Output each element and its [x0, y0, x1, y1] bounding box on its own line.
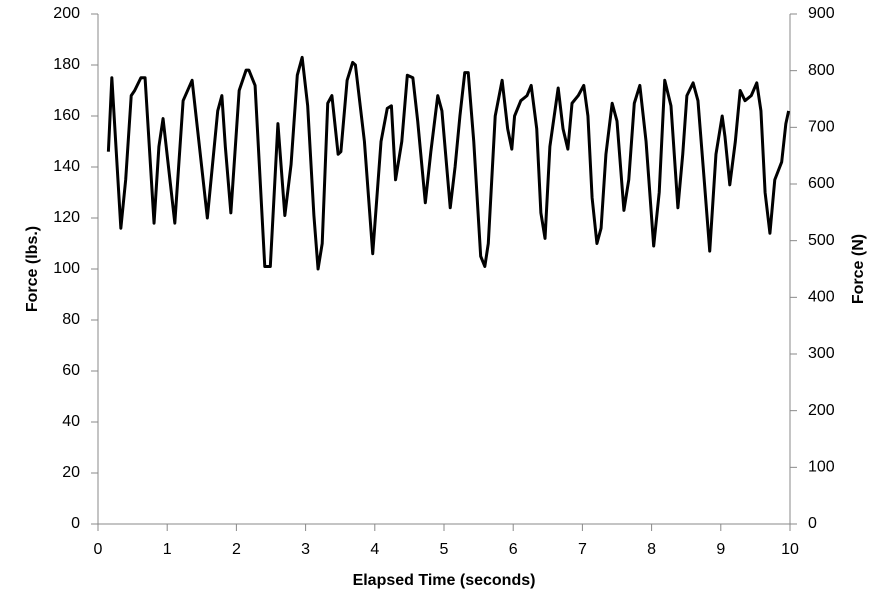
x-tick-label: 10	[781, 541, 799, 558]
x-tick-label: 8	[647, 541, 656, 558]
y2-tick-label: 900	[808, 5, 835, 22]
x-tick-label: 7	[578, 541, 587, 558]
x-tick-label: 2	[232, 541, 241, 558]
y-tick-label: 80	[62, 311, 80, 328]
x-tick-label: 0	[94, 541, 103, 558]
y-tick-label: 40	[62, 413, 80, 430]
x-tick-label: 9	[716, 541, 725, 558]
y2-tick-label: 300	[808, 345, 835, 362]
y-tick-label: 180	[53, 56, 80, 73]
y2-tick-label: 400	[808, 289, 835, 306]
x-tick-label: 4	[370, 541, 379, 558]
y2-tick-label: 800	[808, 62, 835, 79]
y-tick-label: 140	[53, 158, 80, 175]
y2-tick-label: 500	[808, 232, 835, 249]
y-tick-label: 120	[53, 209, 80, 226]
y-tick-label: 200	[53, 5, 80, 22]
y2-axis-label: Force (N)	[850, 234, 867, 304]
y-tick-label: 60	[62, 362, 80, 379]
y2-tick-label: 0	[808, 515, 817, 532]
y2-tick-label: 200	[808, 402, 835, 419]
y-tick-label: 20	[62, 464, 80, 481]
y-tick-label: 100	[53, 260, 80, 277]
x-tick-label: 5	[440, 541, 449, 558]
x-tick-label: 1	[163, 541, 172, 558]
y-tick-label: 0	[71, 515, 80, 532]
y2-tick-label: 100	[808, 459, 835, 476]
y-tick-label: 160	[53, 107, 80, 124]
data-line	[106, 55, 791, 271]
y2-tick-label: 700	[808, 119, 835, 136]
x-axis-label: Elapsed Time (seconds)	[353, 572, 536, 589]
x-tick-label: 6	[509, 541, 518, 558]
x-tick-label: 3	[301, 541, 310, 558]
y2-tick-label: 600	[808, 175, 835, 192]
y-axis-label: Force (lbs.)	[24, 226, 41, 312]
